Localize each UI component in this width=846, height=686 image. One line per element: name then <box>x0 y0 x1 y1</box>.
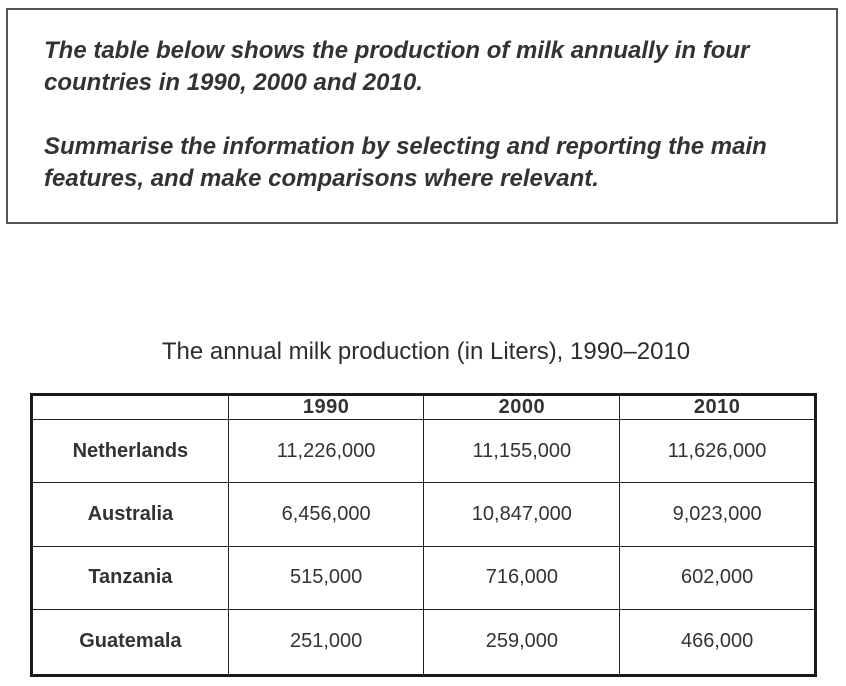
country-cell: Guatemala <box>31 608 229 677</box>
header-cell-1990: 1990 <box>227 394 425 420</box>
task-prompt-box: The table below shows the production of … <box>6 8 838 224</box>
value-cell: 515,000 <box>227 545 425 610</box>
value-cell: 466,000 <box>619 608 816 677</box>
table-row: Netherlands 11,226,000 11,155,000 11,626… <box>31 418 816 484</box>
country-cell: Australia <box>31 482 229 547</box>
country-cell: Tanzania <box>31 545 229 610</box>
value-cell: 9,023,000 <box>619 482 816 547</box>
value-cell: 259,000 <box>423 608 621 677</box>
table-row: Australia 6,456,000 10,847,000 9,023,000 <box>31 482 816 547</box>
header-cell-2000: 2000 <box>423 394 621 420</box>
table-header-row: 1990 2000 2010 <box>31 394 816 420</box>
value-cell: 602,000 <box>619 545 816 610</box>
milk-production-table: 1990 2000 2010 Netherlands 11,226,000 11… <box>30 393 817 677</box>
value-cell: 10,847,000 <box>423 482 621 547</box>
table-title: The annual milk production (in Liters), … <box>161 338 691 365</box>
header-cell-blank <box>31 394 229 420</box>
value-cell: 11,626,000 <box>619 418 816 484</box>
value-cell: 251,000 <box>227 608 425 677</box>
value-cell: 716,000 <box>423 545 621 610</box>
header-cell-2010: 2010 <box>619 394 816 420</box>
table-row: Guatemala 251,000 259,000 466,000 <box>31 608 816 677</box>
value-cell: 11,155,000 <box>423 418 621 484</box>
prompt-paragraph-1: The table below shows the production of … <box>44 37 750 96</box>
value-cell: 11,226,000 <box>227 418 425 484</box>
table-row: Tanzania 515,000 716,000 602,000 <box>31 545 816 610</box>
value-cell: 6,456,000 <box>227 482 425 547</box>
country-cell: Netherlands <box>31 418 229 484</box>
prompt-paragraph-2: Summarise the information by selecting a… <box>44 133 767 192</box>
